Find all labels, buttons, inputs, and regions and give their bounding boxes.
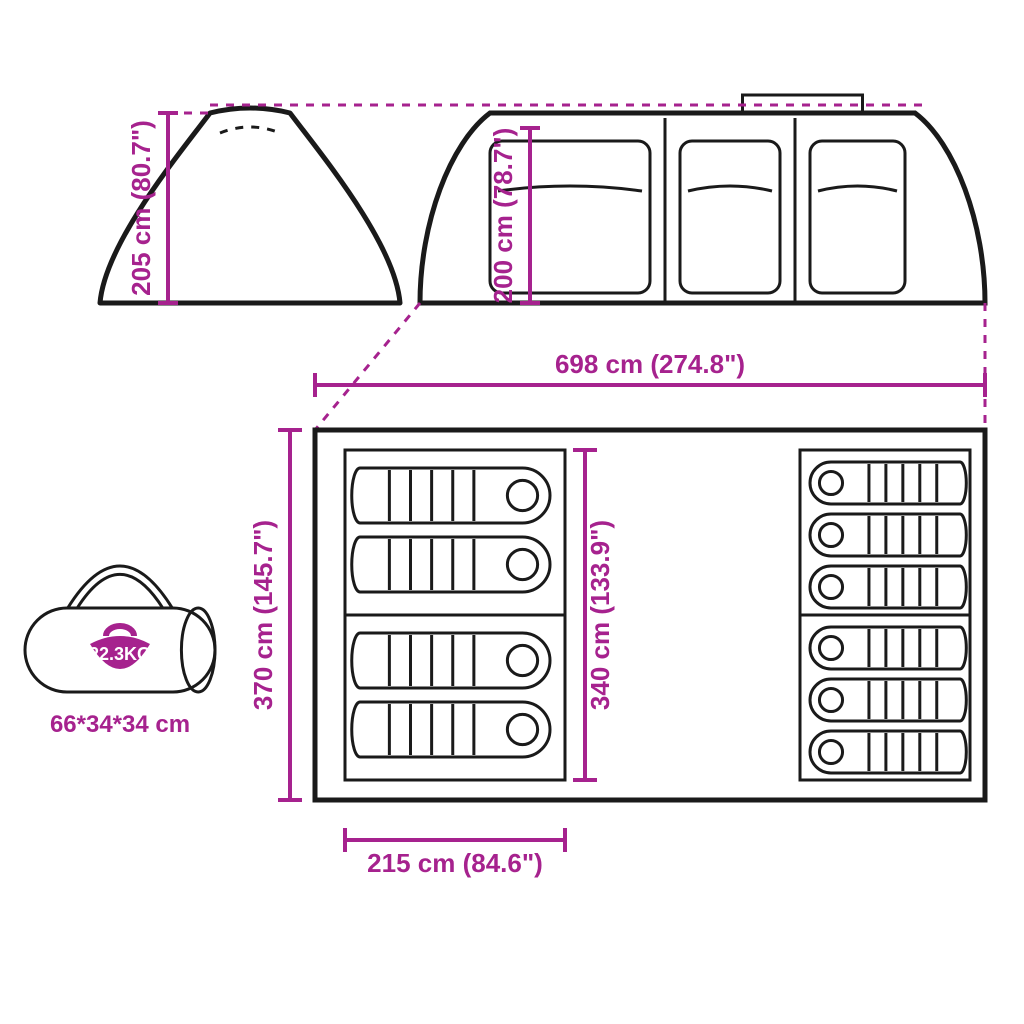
bag-weight: 22.3KG [89, 644, 151, 664]
dim-depth-inner: 340 cm (133.9") [585, 520, 615, 710]
dim-length-overall: 698 cm (274.8") [555, 349, 745, 379]
bag-dimensions: 66*34*34 cm [50, 711, 190, 738]
carry-bag [25, 566, 215, 692]
dim-room-width: 215 cm (84.6") [367, 848, 543, 878]
dim-height-overall: 205 cm (80.7") [126, 120, 156, 296]
dim-height-inner: 200 cm (78.7") [488, 128, 518, 304]
dim-depth-overall: 370 cm (145.7") [248, 520, 278, 710]
